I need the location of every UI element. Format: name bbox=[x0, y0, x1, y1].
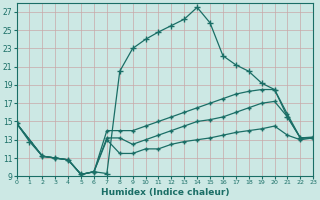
X-axis label: Humidex (Indice chaleur): Humidex (Indice chaleur) bbox=[101, 188, 229, 197]
